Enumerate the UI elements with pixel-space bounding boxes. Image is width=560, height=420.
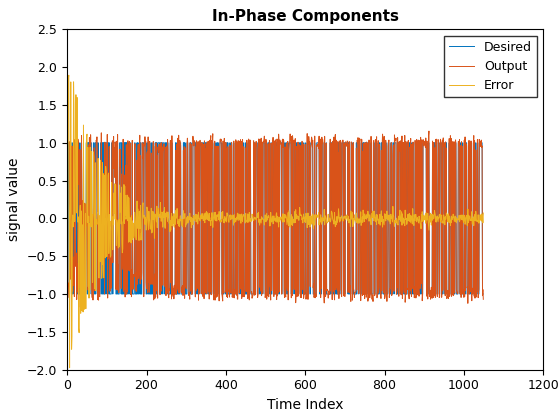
X-axis label: Time Index: Time Index bbox=[267, 398, 343, 412]
Error bbox=[66, 73, 72, 78]
Error bbox=[404, 212, 411, 217]
Desired bbox=[480, 291, 487, 297]
Error bbox=[115, 245, 122, 250]
Desired bbox=[346, 291, 353, 297]
Error bbox=[64, 371, 71, 376]
Desired bbox=[64, 140, 71, 145]
Legend: Desired, Output, Error: Desired, Output, Error bbox=[444, 36, 537, 97]
Y-axis label: signal value: signal value bbox=[7, 158, 21, 241]
Output bbox=[139, 152, 146, 157]
Line: Error: Error bbox=[67, 75, 483, 373]
Desired bbox=[139, 140, 146, 145]
Error bbox=[346, 217, 353, 222]
Output bbox=[115, 262, 122, 267]
Output bbox=[426, 129, 432, 134]
Output bbox=[430, 292, 436, 297]
Output bbox=[480, 297, 487, 302]
Output bbox=[64, 136, 71, 142]
Output bbox=[346, 290, 353, 295]
Output bbox=[77, 304, 83, 310]
Line: Output: Output bbox=[67, 131, 483, 307]
Output bbox=[326, 292, 333, 297]
Title: In-Phase Components: In-Phase Components bbox=[212, 9, 399, 24]
Output bbox=[404, 144, 411, 150]
Desired bbox=[429, 140, 436, 145]
Desired bbox=[326, 291, 333, 297]
Error bbox=[480, 210, 487, 215]
Desired bbox=[115, 291, 122, 297]
Error bbox=[326, 215, 333, 220]
Desired bbox=[64, 291, 71, 297]
Line: Desired: Desired bbox=[67, 143, 483, 294]
Error bbox=[429, 218, 436, 223]
Desired bbox=[404, 140, 411, 145]
Error bbox=[139, 204, 146, 209]
